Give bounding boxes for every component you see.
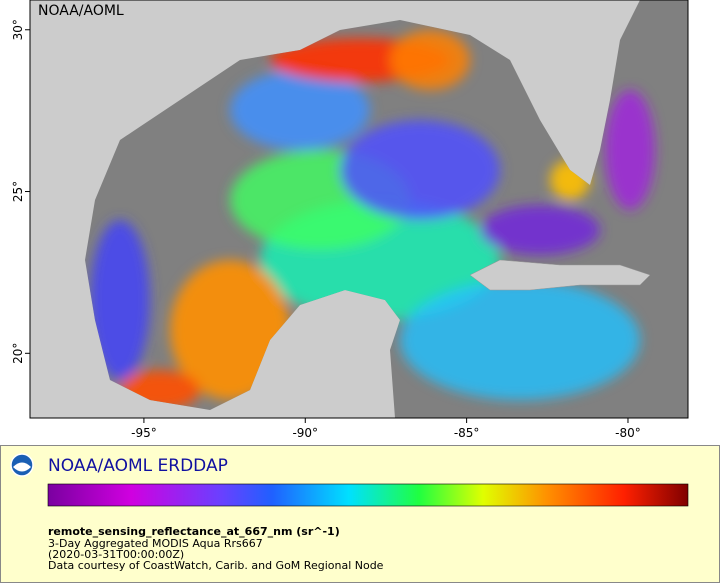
lon-tick-label: -85° [454, 426, 480, 440]
lon-tick-label: -95° [131, 426, 157, 440]
lat-tick-label: 30° [11, 19, 25, 40]
colorbar [47, 483, 689, 507]
lat-tick-label: 20° [11, 343, 25, 364]
cuba [469, 259, 651, 291]
map-frame [29, 0, 689, 419]
legend-title: NOAA/AOML ERDDAP [48, 456, 228, 476]
reflectance-field [90, 30, 655, 410]
caption-line: (2020-03-31T00:00:00Z) [48, 548, 184, 561]
corner-label: NOAA/AOML [38, 3, 124, 19]
noaa-logo-bird [13, 462, 31, 472]
lon-tick-label: -80° [615, 426, 641, 440]
legend-background [0, 445, 720, 583]
caption-line: 3-Day Aggregated MODIS Aqua Rrs667 [48, 537, 263, 550]
variable-name: remote_sensing_reflectance_at_667_nm (sr… [48, 525, 340, 538]
legend-panel: NOAA/AOML ERDDAP remote_sensing_reflecta… [0, 445, 720, 583]
lon-tick-label: -90° [292, 426, 318, 440]
lat-tick-label: 25° [11, 181, 25, 202]
map: NOAA/AOML [29, 0, 689, 419]
caption-line: Data courtesy of CoastWatch, Carib. and … [48, 559, 384, 572]
